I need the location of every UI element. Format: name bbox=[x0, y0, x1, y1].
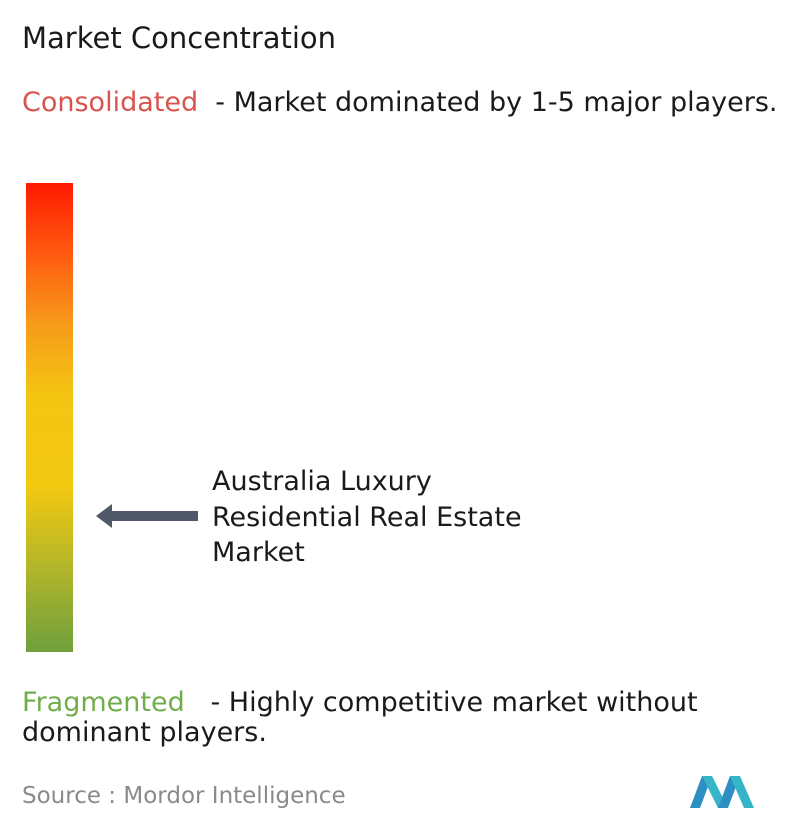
market-label: Australia Luxury Residential Real Estate… bbox=[212, 466, 522, 568]
logo bbox=[690, 776, 754, 808]
source-name: Mordor Intelligence bbox=[123, 783, 346, 809]
concentration-gradient bbox=[26, 183, 73, 652]
consolidated-note: Consolidated - Market dominated by 1-5 m… bbox=[22, 88, 792, 118]
title: Market Concentration bbox=[22, 21, 337, 55]
source: Source : Mordor Intelligence bbox=[22, 781, 346, 811]
logo-part bbox=[730, 776, 754, 808]
fragmented-note: Fragmented - Highly competitive market w… bbox=[22, 688, 792, 748]
consolidated-label: Consolidated bbox=[22, 87, 199, 118]
fragmented-description: - Highly competitive market without domi… bbox=[22, 687, 698, 748]
fragmented-label: Fragmented bbox=[22, 687, 185, 718]
consolidated-description: - Market dominated by 1-5 major players. bbox=[215, 87, 778, 118]
source-label: Source : bbox=[22, 783, 117, 809]
arrow-shape bbox=[96, 504, 198, 528]
marker-arrow bbox=[96, 504, 198, 528]
